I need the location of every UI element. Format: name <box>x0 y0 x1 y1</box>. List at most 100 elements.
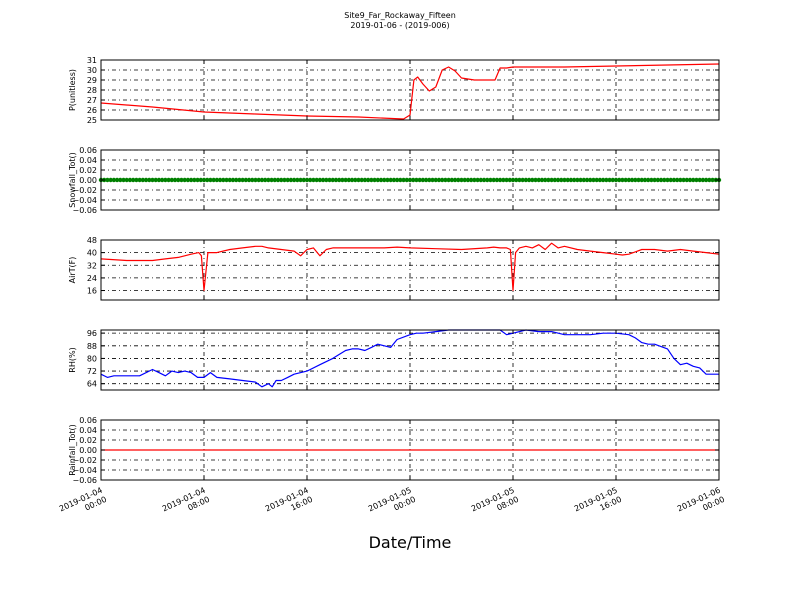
data-point-snowfall <box>333 177 339 183</box>
data-point-snowfall <box>423 177 429 183</box>
data-point-snowfall <box>697 177 702 183</box>
y-tick-label-panel-2: 0.02 <box>79 166 97 175</box>
data-point-snowfall <box>114 177 120 183</box>
data-point-snowfall <box>526 177 532 183</box>
data-point-snowfall <box>404 177 409 183</box>
data-point-snowfall <box>156 177 162 183</box>
y-tick-label-panel-1: 26 <box>87 106 97 115</box>
data-point-snowfall <box>549 177 554 183</box>
data-point-snowfall <box>324 177 329 183</box>
y-tick-label-panel-3: 24 <box>87 274 97 283</box>
data-point-snowfall <box>388 177 393 183</box>
y-tick-label-panel-5: −0.06 <box>72 476 97 485</box>
data-point-snowfall <box>575 177 580 183</box>
data-point-snowfall <box>594 177 599 183</box>
y-tick-label-panel-4: 88 <box>87 342 97 351</box>
data-point-snowfall <box>591 177 596 183</box>
data-point-snowfall <box>378 177 384 183</box>
data-point-snowfall <box>710 177 715 183</box>
data-point-snowfall <box>369 177 374 183</box>
data-point-snowfall <box>559 177 564 183</box>
data-point-snowfall <box>279 177 284 183</box>
data-point-snowfall <box>391 177 397 183</box>
data-point-snowfall <box>285 177 290 183</box>
data-point-snowfall <box>224 177 229 183</box>
data-point-snowfall <box>359 177 364 183</box>
data-point-snowfall <box>185 177 191 183</box>
data-point-snowfall <box>301 177 306 183</box>
data-point-snowfall <box>517 177 522 183</box>
data-point-snowfall <box>462 177 467 183</box>
data-point-snowfall <box>407 177 413 183</box>
data-point-snowfall <box>336 177 342 183</box>
data-point-snowfall <box>127 177 133 183</box>
y-tick-label-panel-4: 96 <box>87 329 97 338</box>
data-point-snowfall <box>662 177 667 183</box>
data-point-snowfall <box>288 177 294 183</box>
y-axis-label-panel-1: P(unitless) <box>68 69 77 111</box>
y-tick-label-panel-1: 31 <box>87 56 97 65</box>
data-point-snowfall <box>636 177 641 183</box>
data-point-snowfall <box>600 177 606 183</box>
data-point-snowfall <box>137 177 142 183</box>
data-point-snowfall <box>221 177 226 183</box>
data-point-snowfall <box>687 177 693 183</box>
data-point-snowfall <box>308 177 313 183</box>
data-point-snowfall <box>446 177 451 183</box>
data-point-snowfall <box>491 177 496 183</box>
data-point-snowfall <box>707 177 712 183</box>
data-point-snowfall <box>652 177 657 183</box>
data-point-snowfall <box>439 177 445 183</box>
data-point-snowfall <box>507 177 512 183</box>
data-point-snowfall <box>488 177 493 183</box>
data-point-snowfall <box>217 177 223 183</box>
data-point-snowfall <box>394 177 400 183</box>
y-tick-label-panel-2: −0.06 <box>72 206 97 215</box>
data-point-snowfall <box>327 177 332 183</box>
chart-title: Site9_Far_Rockaway_Fifteen <box>344 11 456 20</box>
y-axis-label-panel-4: RH(%) <box>68 347 77 372</box>
data-point-snowfall <box>346 177 352 183</box>
y-tick-label-panel-1: 28 <box>87 86 97 95</box>
data-point-snowfall <box>411 177 416 183</box>
data-point-snowfall <box>639 177 644 183</box>
data-point-snowfall <box>262 177 268 183</box>
data-point-snowfall <box>169 177 175 183</box>
y-tick-label-panel-2: −0.04 <box>72 196 97 205</box>
data-point-snowfall <box>340 177 345 183</box>
data-point-snowfall <box>118 177 123 183</box>
data-point-snowfall <box>700 177 706 183</box>
data-point-snowfall <box>317 177 323 183</box>
data-point-snowfall <box>658 177 664 183</box>
data-point-snowfall <box>633 177 638 183</box>
data-point-snowfall <box>629 177 635 183</box>
data-point-snowfall <box>607 177 612 183</box>
data-point-snowfall <box>610 177 615 183</box>
data-point-snowfall <box>655 177 661 183</box>
data-point-snowfall <box>504 177 509 183</box>
data-point-snowfall <box>237 177 242 183</box>
data-point-snowfall <box>295 177 300 183</box>
data-point-snowfall <box>485 177 490 183</box>
data-point-snowfall <box>613 177 619 183</box>
data-point-snowfall <box>153 177 158 183</box>
y-tick-label-panel-1: 30 <box>87 66 97 75</box>
y-tick-label-panel-3: 40 <box>87 249 97 258</box>
data-point-snowfall <box>562 177 567 183</box>
data-point-snowfall <box>478 177 484 183</box>
data-point-snowfall <box>668 177 673 183</box>
data-point-snowfall <box>443 177 448 183</box>
y-tick-label-panel-4: 64 <box>87 380 97 389</box>
y-tick-label-panel-2: −0.02 <box>72 186 97 195</box>
data-point-snowfall <box>298 177 303 183</box>
y-tick-label-panel-5: −0.04 <box>72 466 97 475</box>
data-point-snowfall <box>375 177 381 183</box>
data-point-snowfall <box>552 177 558 183</box>
data-point-snowfall <box>320 177 326 183</box>
data-point-snowfall <box>275 177 281 183</box>
